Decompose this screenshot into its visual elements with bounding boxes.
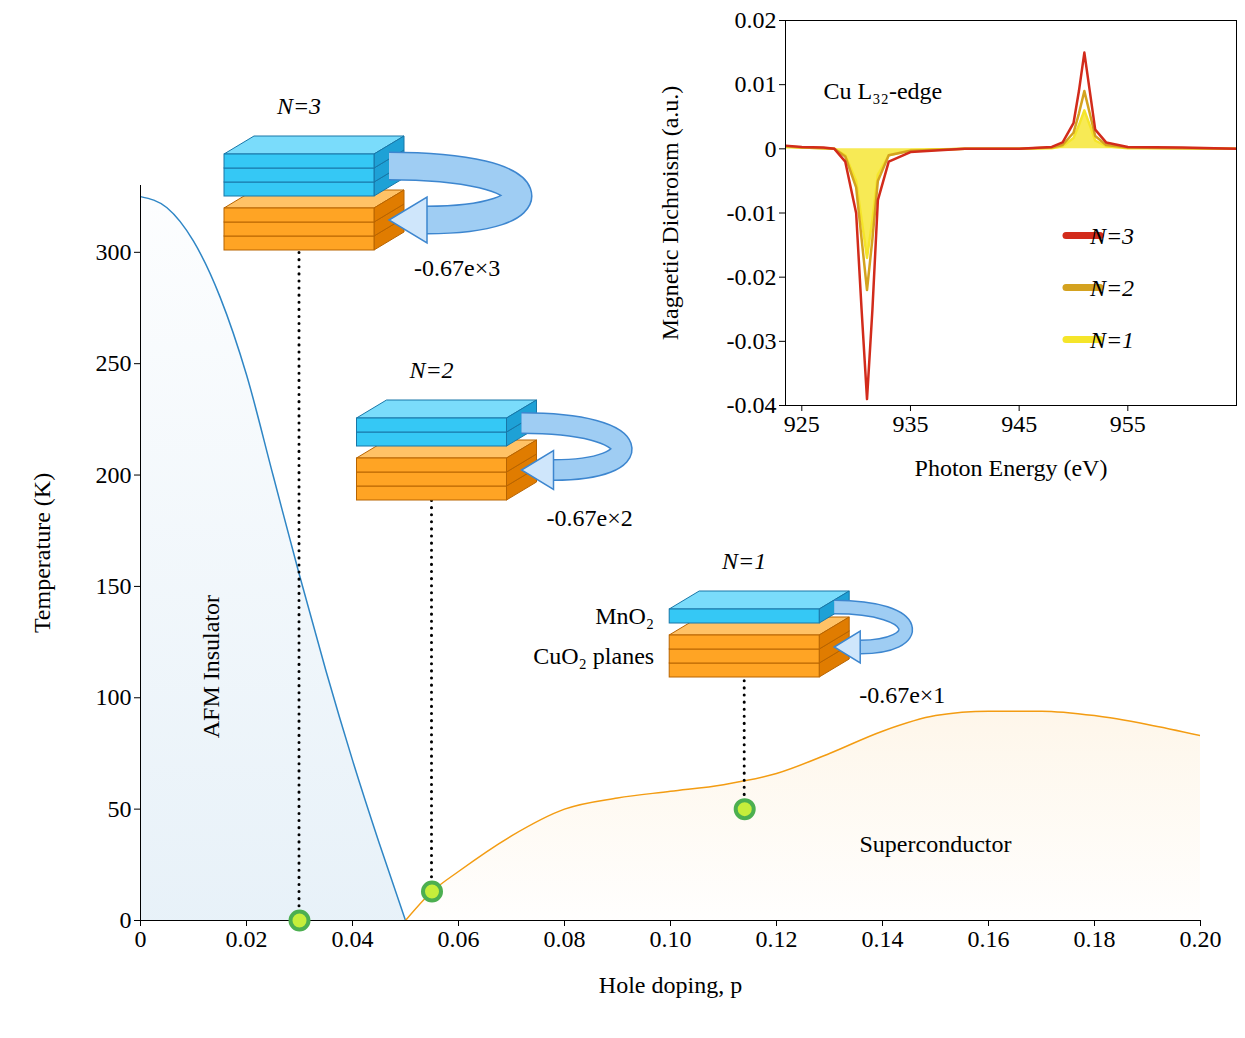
svg-text:-0.04: -0.04 [727, 392, 777, 418]
svg-text:0: 0 [120, 907, 132, 933]
svg-text:0.10: 0.10 [650, 926, 692, 952]
svg-text:200: 200 [96, 462, 132, 488]
svg-text:Cu L₃₂-edge: Cu L₃₂-edge [824, 78, 943, 104]
svg-text:0.02: 0.02 [226, 926, 268, 952]
svg-text:Hole doping, p: Hole doping, p [599, 972, 742, 998]
svg-text:Superconductor: Superconductor [860, 831, 1012, 857]
svg-text:0.01: 0.01 [735, 71, 777, 97]
svg-text:0.02: 0.02 [735, 7, 777, 33]
svg-text:0.12: 0.12 [756, 926, 798, 952]
svg-text:50: 50 [108, 796, 132, 822]
svg-text:935: 935 [892, 411, 928, 437]
svg-text:-0.67e×1: -0.67e×1 [859, 682, 945, 708]
svg-text:0.16: 0.16 [968, 926, 1010, 952]
svg-text:150: 150 [96, 573, 132, 599]
svg-text:N=2: N=2 [408, 357, 453, 383]
svg-text:N=3: N=3 [276, 93, 321, 119]
svg-text:Photon Energy (eV): Photon Energy (eV) [915, 455, 1108, 481]
svg-text:250: 250 [96, 350, 132, 376]
svg-text:MnO₂: MnO₂ [595, 603, 654, 629]
svg-text:0.06: 0.06 [438, 926, 480, 952]
svg-text:0.14: 0.14 [862, 926, 904, 952]
svg-text:0: 0 [765, 136, 777, 162]
svg-text:0.08: 0.08 [544, 926, 586, 952]
svg-text:0.18: 0.18 [1074, 926, 1116, 952]
svg-text:100: 100 [96, 684, 132, 710]
svg-text:0: 0 [135, 926, 147, 952]
svg-text:-0.01: -0.01 [727, 200, 777, 226]
svg-text:925: 925 [784, 411, 820, 437]
svg-text:N=1: N=1 [721, 548, 766, 574]
svg-text:0.20: 0.20 [1180, 926, 1222, 952]
svg-text:Magnetic Dichroism (a.u.): Magnetic Dichroism (a.u.) [657, 86, 683, 341]
svg-text:-0.67e×2: -0.67e×2 [547, 505, 633, 531]
svg-text:N=3: N=3 [1089, 223, 1134, 249]
svg-text:-0.02: -0.02 [727, 264, 777, 290]
svg-text:0.04: 0.04 [332, 926, 374, 952]
svg-text:Temperature (K): Temperature (K) [29, 473, 55, 633]
svg-text:955: 955 [1110, 411, 1146, 437]
svg-text:N=1: N=1 [1089, 327, 1134, 353]
svg-text:N=2: N=2 [1089, 275, 1134, 301]
svg-text:CuO₂ planes: CuO₂ planes [533, 643, 654, 669]
svg-text:-0.67e×3: -0.67e×3 [414, 255, 500, 281]
svg-text:AFM Insulator: AFM Insulator [198, 595, 224, 738]
svg-text:300: 300 [96, 239, 132, 265]
svg-text:-0.03: -0.03 [727, 328, 777, 354]
svg-text:945: 945 [1001, 411, 1037, 437]
